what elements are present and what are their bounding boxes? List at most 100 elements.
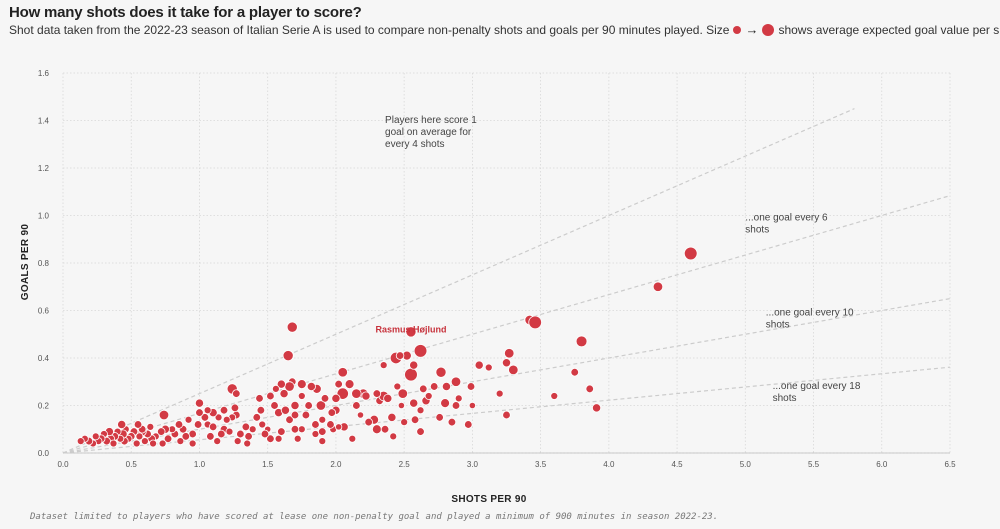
x-tick-label: 1.5 xyxy=(262,460,274,469)
data-point xyxy=(217,429,226,439)
legend-arrow-icon: → xyxy=(745,22,759,37)
player-label: Rasmus Højlund xyxy=(375,324,446,334)
data-point xyxy=(335,423,343,431)
data-point xyxy=(241,422,251,432)
data-point xyxy=(279,389,289,399)
x-tick-label: 4.5 xyxy=(672,460,684,469)
data-point xyxy=(371,424,382,435)
data-point xyxy=(286,321,298,333)
data-point xyxy=(76,437,85,446)
reference-line-label: ...one goal every 18 shots xyxy=(773,381,861,404)
data-point xyxy=(327,408,337,417)
data-point xyxy=(149,439,157,448)
data-point xyxy=(451,401,461,410)
data-point xyxy=(484,363,493,372)
data-point xyxy=(356,411,365,419)
data-point xyxy=(206,432,215,441)
data-point xyxy=(351,388,362,399)
data-point xyxy=(296,379,307,390)
data-point xyxy=(282,350,294,362)
data-point xyxy=(387,412,397,422)
data-point xyxy=(318,427,327,436)
data-point xyxy=(474,360,484,370)
data-point xyxy=(248,425,257,434)
data-point xyxy=(133,420,143,429)
data-point xyxy=(135,432,144,441)
data-point xyxy=(364,417,373,427)
data-point xyxy=(508,364,519,376)
data-point xyxy=(585,384,594,394)
data-point xyxy=(466,382,476,391)
data-point xyxy=(447,417,457,427)
chart-subtitle: Shot data taken from the 2022-23 season … xyxy=(9,22,1000,37)
data-point xyxy=(397,401,406,410)
data-point xyxy=(285,415,294,424)
footnote: Dataset limited to players who have scor… xyxy=(30,512,719,522)
data-point xyxy=(188,439,197,448)
data-point xyxy=(181,432,191,441)
data-point xyxy=(419,384,428,394)
data-point xyxy=(140,437,149,446)
data-point xyxy=(219,406,229,415)
axis-ticks: 0.0 0.5 1.0 1.5 2.0 2.5 3.0 3.5 4.0 4.5 5.0 5.5 6.0 6… xyxy=(38,69,956,469)
x-tick-label: 5.5 xyxy=(808,460,820,469)
data-point xyxy=(337,367,348,378)
data-point xyxy=(297,392,306,400)
data-point xyxy=(255,394,264,403)
data-point xyxy=(464,420,473,429)
data-point xyxy=(258,420,267,429)
data-point xyxy=(334,379,343,389)
data-point xyxy=(266,391,275,401)
data-point xyxy=(435,413,444,422)
subtitle-text: Shot data taken from the 2022-23 season … xyxy=(9,22,730,37)
x-tick-label: 6.0 xyxy=(876,460,888,469)
data-point xyxy=(318,415,327,424)
x-tick-label: 1.0 xyxy=(194,460,206,469)
data-point xyxy=(416,406,425,415)
data-point xyxy=(276,379,286,389)
grid-lines xyxy=(62,72,951,454)
y-tick-label: 0.2 xyxy=(38,402,50,411)
data-point xyxy=(495,389,504,398)
data-point xyxy=(389,432,398,441)
data-point xyxy=(344,379,355,390)
y-tick-label: 1.6 xyxy=(38,69,50,78)
data-point xyxy=(195,408,204,417)
data-point xyxy=(290,410,300,420)
y-tick-label: 0.8 xyxy=(38,259,50,268)
data-points xyxy=(76,246,698,448)
x-tick-label: 3.5 xyxy=(535,460,547,469)
reference-line xyxy=(62,298,951,454)
data-point xyxy=(157,427,166,436)
data-point xyxy=(405,326,417,338)
data-point xyxy=(435,366,447,378)
data-point xyxy=(501,358,512,368)
data-point xyxy=(290,400,300,411)
reference-line xyxy=(62,108,855,454)
x-tick-label: 0.5 xyxy=(126,460,138,469)
x-tick-label: 6.5 xyxy=(944,460,956,469)
data-point xyxy=(290,425,300,434)
data-point xyxy=(184,415,193,424)
data-point xyxy=(383,393,393,403)
data-point xyxy=(91,432,100,441)
data-point xyxy=(176,437,185,446)
data-point xyxy=(236,429,245,439)
data-point xyxy=(450,376,462,387)
data-point xyxy=(214,413,223,422)
data-point xyxy=(575,335,588,348)
data-point xyxy=(158,439,167,448)
data-point xyxy=(331,393,341,403)
data-point xyxy=(158,409,170,421)
data-point xyxy=(194,398,205,408)
data-point xyxy=(440,398,450,409)
data-point xyxy=(200,413,210,422)
data-point xyxy=(400,418,409,427)
data-point xyxy=(274,434,283,443)
x-tick-label: 3.0 xyxy=(467,460,479,469)
data-point xyxy=(222,415,231,424)
data-point xyxy=(528,315,542,330)
reference-line-label: ...one goal every 10 shots xyxy=(766,307,854,330)
y-tick-label: 0.4 xyxy=(38,354,50,363)
data-point xyxy=(504,348,515,359)
